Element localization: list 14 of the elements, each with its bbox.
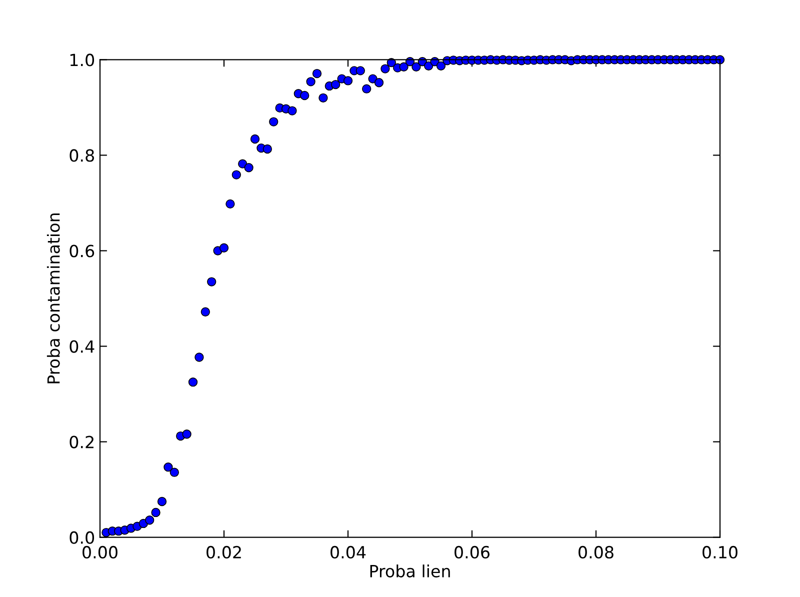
x-tick-label: 0.08 bbox=[578, 546, 614, 559]
x-tick-label: 0.10 bbox=[702, 546, 738, 559]
x-axis-title: Proba lien bbox=[370, 564, 450, 578]
y-axis-title: Proba contamination bbox=[46, 214, 60, 384]
x-tick-label: 0.06 bbox=[454, 546, 490, 559]
y-tick-label: 1.0 bbox=[70, 54, 94, 66]
y-tick-label: 0.4 bbox=[70, 340, 94, 353]
x-tick-label: 0.00 bbox=[82, 546, 118, 559]
y-tick-label: 0.6 bbox=[70, 244, 94, 258]
x-tick-label: 0.02 bbox=[206, 546, 241, 559]
x-tick-label: 0.04 bbox=[330, 546, 366, 559]
y-tick-label: 0.2 bbox=[70, 436, 94, 448]
y-tick-label: 0.0 bbox=[70, 531, 94, 544]
y-tick-label: 0.8 bbox=[70, 149, 94, 162]
